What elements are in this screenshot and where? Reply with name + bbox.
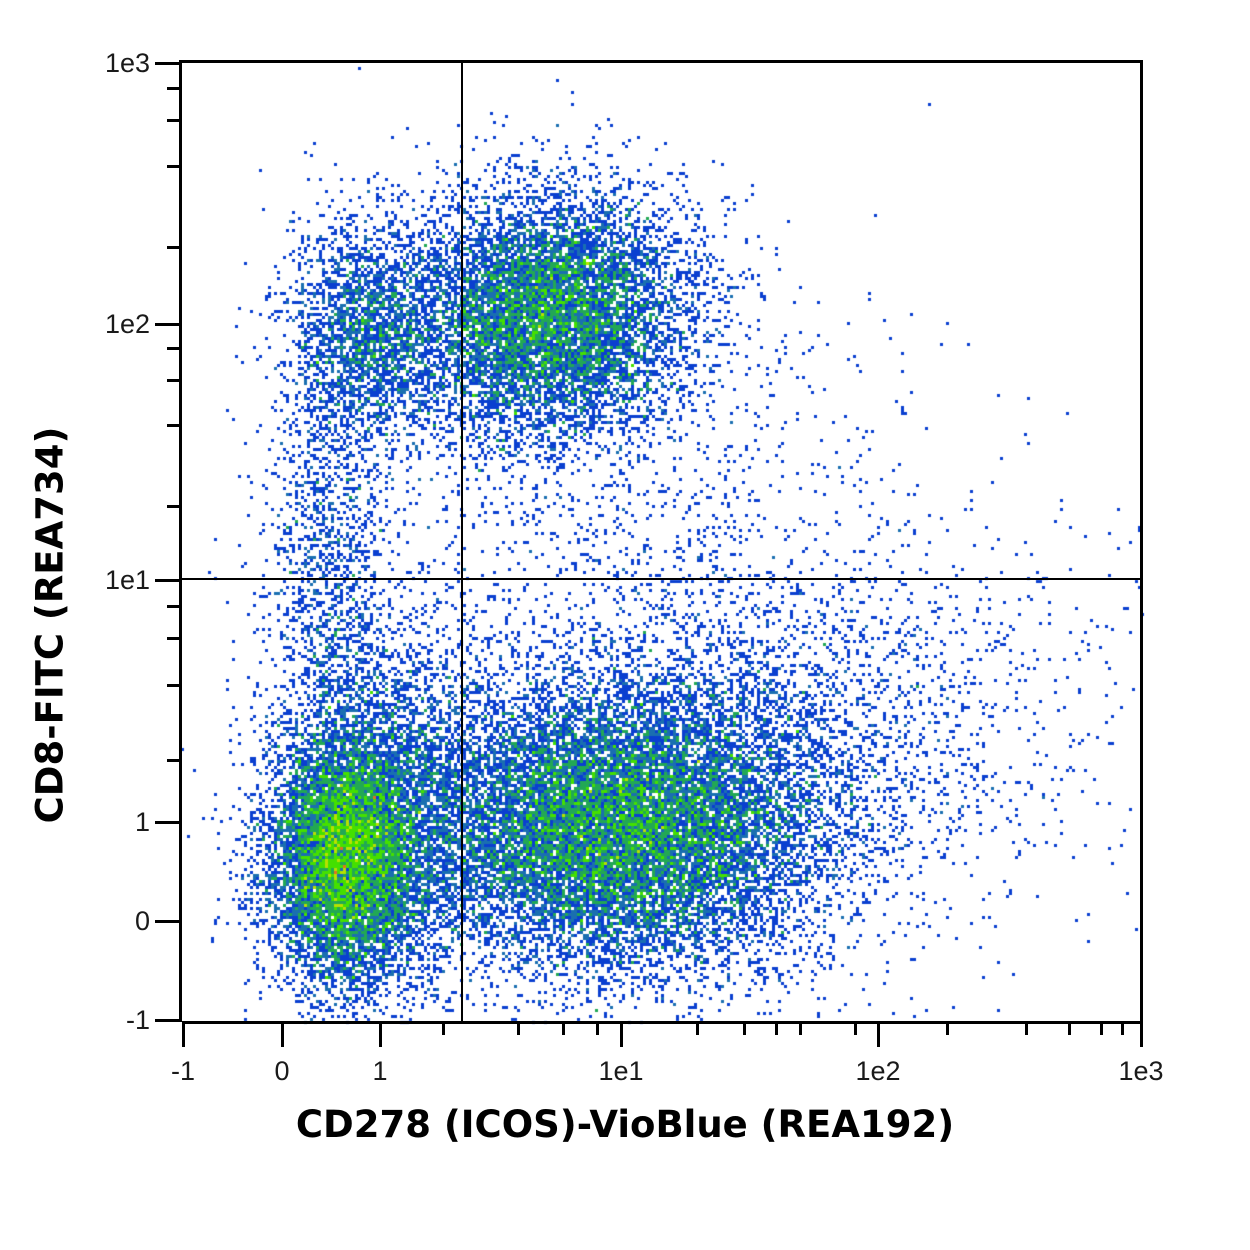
y-tick-label: 1e1 [104, 565, 150, 595]
y-minor-tick [167, 424, 180, 427]
y-major-tick [155, 62, 180, 65]
y-major-tick [155, 579, 180, 582]
y-minor-tick [167, 605, 180, 608]
quadrant-gate-vertical[interactable] [461, 61, 463, 1023]
y-tick-label: 1 [134, 807, 150, 837]
x-major-tick [182, 1022, 185, 1047]
y-minor-tick [167, 119, 180, 122]
x-minor-tick [743, 1022, 746, 1035]
x-minor-tick [596, 1022, 599, 1035]
y-minor-tick [167, 637, 180, 640]
y-major-tick [155, 1019, 180, 1022]
x-minor-tick [1025, 1022, 1028, 1035]
y-major-tick [155, 323, 180, 326]
x-minor-tick [854, 1022, 857, 1035]
x-minor-tick [946, 1022, 949, 1035]
x-tick-label: 1 [372, 1056, 388, 1086]
x-axis-line [182, 1021, 1143, 1024]
y-tick-label: -1 [125, 1005, 150, 1035]
x-major-tick [281, 1022, 284, 1047]
y-major-tick [155, 920, 180, 923]
x-minor-tick [799, 1022, 802, 1035]
y-minor-tick [167, 165, 180, 168]
y-tick-label: 1e3 [104, 48, 150, 78]
x-axis-title: CD278 (ICOS)-VioBlue (REA192) [295, 1103, 955, 1146]
y-axis-title: CD8-FITC (REA734) [28, 426, 72, 824]
x-tick-label: -1 [170, 1056, 195, 1086]
x-minor-tick [562, 1022, 565, 1035]
y-minor-tick [167, 379, 180, 382]
y-major-tick [155, 821, 180, 824]
y-tick-label: 1e2 [104, 309, 150, 339]
x-minor-tick [775, 1022, 778, 1035]
plot-frame-right [1140, 60, 1143, 1024]
y-minor-tick [167, 87, 180, 90]
x-tick-label: 1e3 [1118, 1056, 1164, 1086]
y-minor-tick [167, 759, 180, 762]
x-major-tick [379, 1022, 382, 1047]
x-major-tick [877, 1022, 880, 1047]
x-minor-tick [442, 1022, 445, 1035]
quadrant-gate-horizontal[interactable] [181, 578, 1143, 580]
x-tick-label: 1e1 [598, 1056, 644, 1086]
x-minor-tick [1121, 1022, 1124, 1035]
plot-frame-top [180, 60, 1143, 63]
x-tick-label: 0 [274, 1056, 290, 1086]
x-tick-label: 1e2 [855, 1056, 901, 1086]
x-major-tick [620, 1022, 623, 1047]
x-minor-tick [517, 1022, 520, 1035]
y-minor-tick [167, 246, 180, 249]
y-minor-tick [167, 684, 180, 687]
x-minor-tick [1068, 1022, 1071, 1035]
y-minor-tick [167, 347, 180, 350]
x-minor-tick [1100, 1022, 1103, 1035]
x-major-tick [1140, 1022, 1143, 1047]
y-tick-label: 0 [134, 906, 150, 936]
y-axis-line [179, 60, 182, 1022]
y-minor-tick [167, 505, 180, 508]
x-minor-tick [696, 1022, 699, 1035]
